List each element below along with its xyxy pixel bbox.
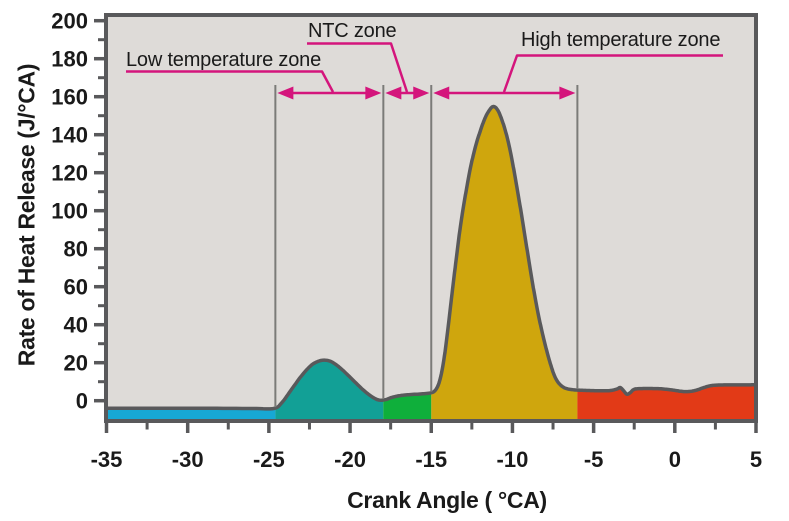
y-tick-label: 200	[51, 9, 88, 34]
plot-content	[106, 85, 756, 420]
axis-ticks: 0 20 40 60 80 100 120 140 160 180 200 -35 -30 -25 -20 -…	[51, 9, 762, 472]
leader-low-temperature-zone	[126, 70, 335, 93]
zone-annotations	[126, 42, 723, 100]
leader-high-temperature-zone	[502, 54, 723, 93]
x-tick-label: -5	[584, 447, 604, 472]
y-tick-label: 160	[51, 85, 88, 110]
x-tick-label: -15	[415, 447, 447, 472]
arrowhead-right-icon	[413, 86, 430, 100]
segment-post-combustion-fill	[577, 384, 756, 420]
y-tick-label: 0	[76, 389, 88, 414]
annotation-ntc-zone: NTC zone	[308, 20, 397, 42]
x-tick-label: -35	[91, 447, 123, 472]
y-axis-title: Rate of Heat Release (J/°CA)	[13, 63, 40, 367]
y-tick-label: 80	[64, 237, 88, 262]
y-tick-label: 40	[64, 313, 88, 338]
y-tick-label: 100	[51, 199, 88, 224]
y-tick-label: 60	[64, 275, 88, 300]
x-tick-label: -30	[172, 447, 204, 472]
arrowhead-right-icon	[365, 86, 382, 100]
x-axis-title: Crank Angle ( °CA)	[347, 487, 547, 513]
annotation-low-temperature-zone: Low temperature zone	[126, 49, 322, 71]
x-tick-label: 5	[750, 447, 762, 472]
x-tick-label: -10	[497, 447, 529, 472]
y-tick-label: 140	[51, 123, 88, 148]
arrowhead-left-icon	[433, 86, 450, 100]
x-tick-label: -25	[253, 447, 285, 472]
y-tick-label: 120	[51, 161, 88, 186]
arrowhead-left-icon	[385, 86, 402, 100]
arrowhead-left-icon	[277, 86, 294, 100]
segment-ntc-zone-fill	[383, 392, 432, 420]
leader-ntc-zone	[307, 42, 409, 93]
arrowhead-right-icon	[559, 86, 576, 100]
y-tick-label: 180	[51, 47, 88, 72]
segment-pre-ignition-fill	[106, 408, 276, 420]
heat-release-curve	[106, 104, 756, 411]
x-tick-label: 0	[669, 447, 681, 472]
y-tick-label: 20	[64, 351, 88, 376]
annotation-high-temperature-zone: High temperature zone	[521, 29, 721, 51]
plot-frame	[104, 13, 758, 423]
x-tick-label: -20	[334, 447, 366, 472]
